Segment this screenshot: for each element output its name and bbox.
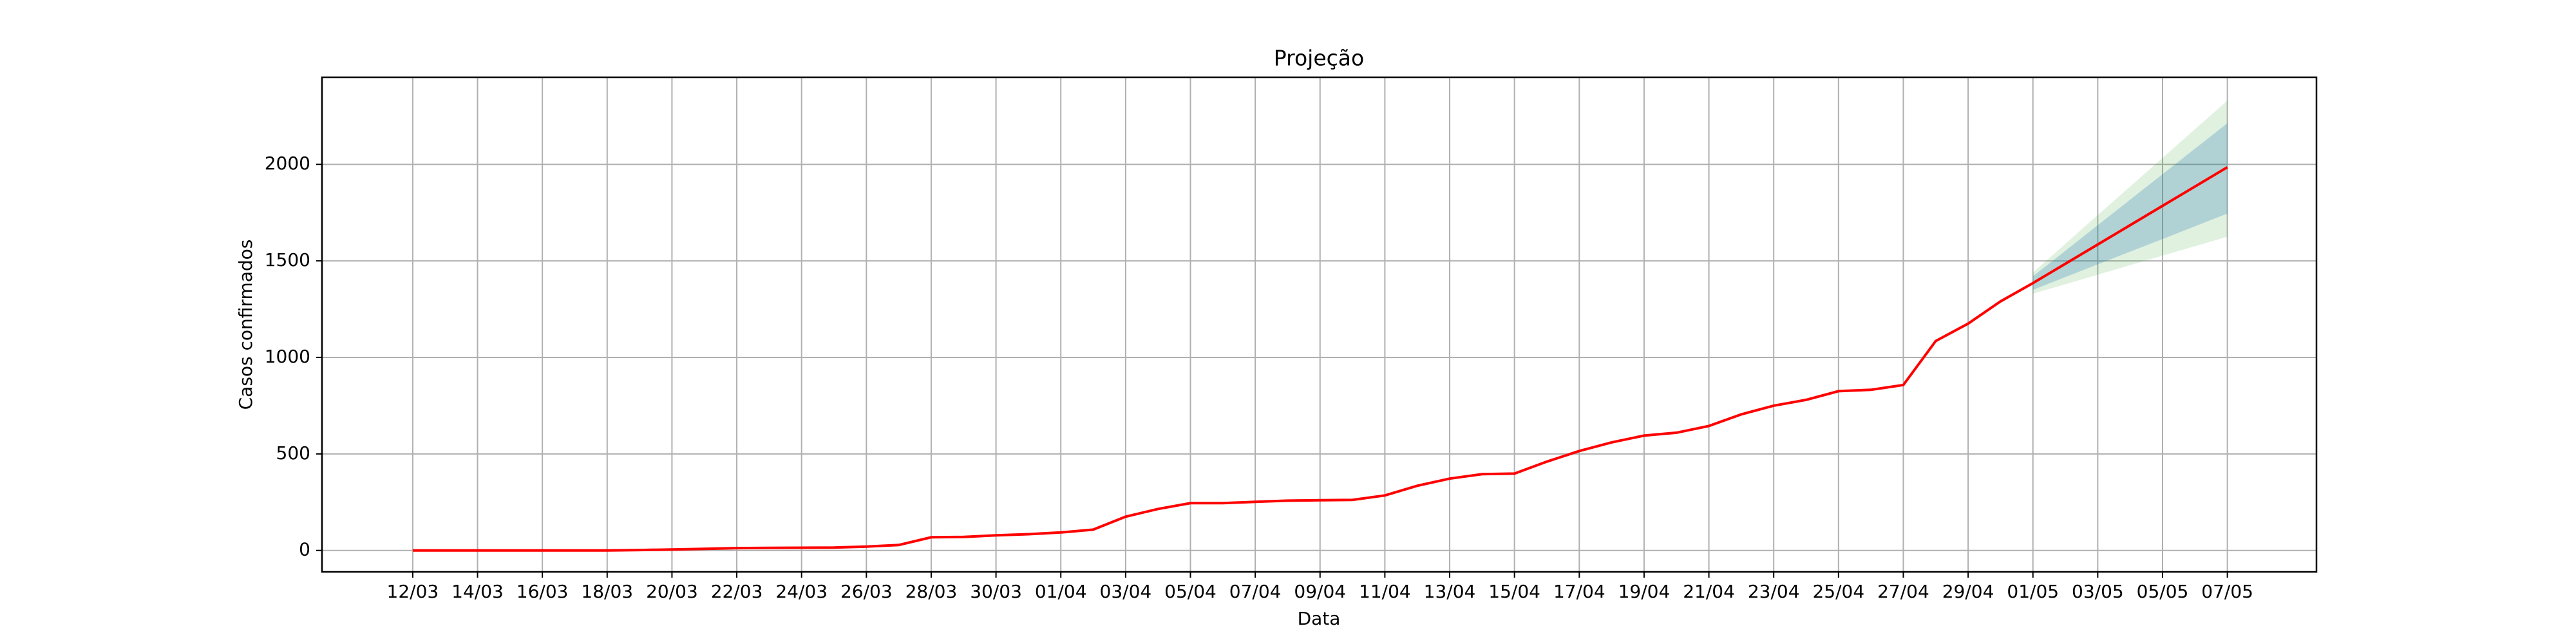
x-tick-label: 27/04 (1877, 581, 1929, 602)
x-tick-label: 05/05 (2137, 581, 2189, 602)
x-axis-label: Data (1298, 608, 1341, 629)
x-tick-label: 20/03 (646, 581, 698, 602)
x-tick-label: 25/04 (1812, 581, 1864, 602)
y-tick-label: 0 (299, 539, 310, 560)
x-tick-label: 19/04 (1618, 581, 1671, 602)
x-tick-label: 09/04 (1294, 581, 1346, 602)
x-tick-label: 28/03 (905, 581, 958, 602)
x-tick-label: 21/04 (1683, 581, 1735, 602)
x-tick-label: 23/04 (1748, 581, 1800, 602)
x-tick-label: 03/05 (2072, 581, 2124, 602)
x-tick-label: 01/04 (1035, 581, 1087, 602)
x-tick-label: 30/03 (970, 581, 1022, 602)
x-tick-label: 01/05 (2007, 581, 2059, 602)
x-tick-label: 07/05 (2201, 581, 2253, 602)
x-tick-label: 14/03 (451, 581, 504, 602)
x-tick-label: 17/04 (1553, 581, 1605, 602)
plot-frame (321, 76, 2318, 573)
x-tick-label: 03/04 (1100, 581, 1152, 602)
x-tick-label: 11/04 (1359, 581, 1411, 602)
confidence-band (2032, 123, 2228, 290)
x-tick-label: 13/04 (1424, 581, 1476, 602)
x-tick-label: 29/04 (1942, 581, 1994, 602)
y-tick-label: 500 (276, 442, 310, 464)
x-tick-label: 12/03 (387, 581, 439, 602)
x-tick-label: 26/03 (840, 581, 893, 602)
x-tick-label: 07/04 (1229, 581, 1282, 602)
x-tick-label: 15/04 (1488, 581, 1540, 602)
line (412, 166, 2228, 552)
x-tick-label: 18/03 (581, 581, 633, 602)
chart-title: Projeção (1274, 46, 1364, 71)
x-tick-label: 22/03 (711, 581, 763, 602)
x-tick-label: 16/03 (516, 581, 569, 602)
y-tick-label: 1000 (265, 346, 310, 367)
y-tick-label: 1500 (265, 249, 310, 270)
y-tick-label: 2000 (265, 153, 310, 174)
confidence-band (2032, 100, 2228, 294)
y-axis-label: Casos confirmados (235, 240, 256, 410)
x-tick-label: 05/04 (1164, 581, 1217, 602)
x-tick-label: 24/03 (775, 581, 828, 602)
